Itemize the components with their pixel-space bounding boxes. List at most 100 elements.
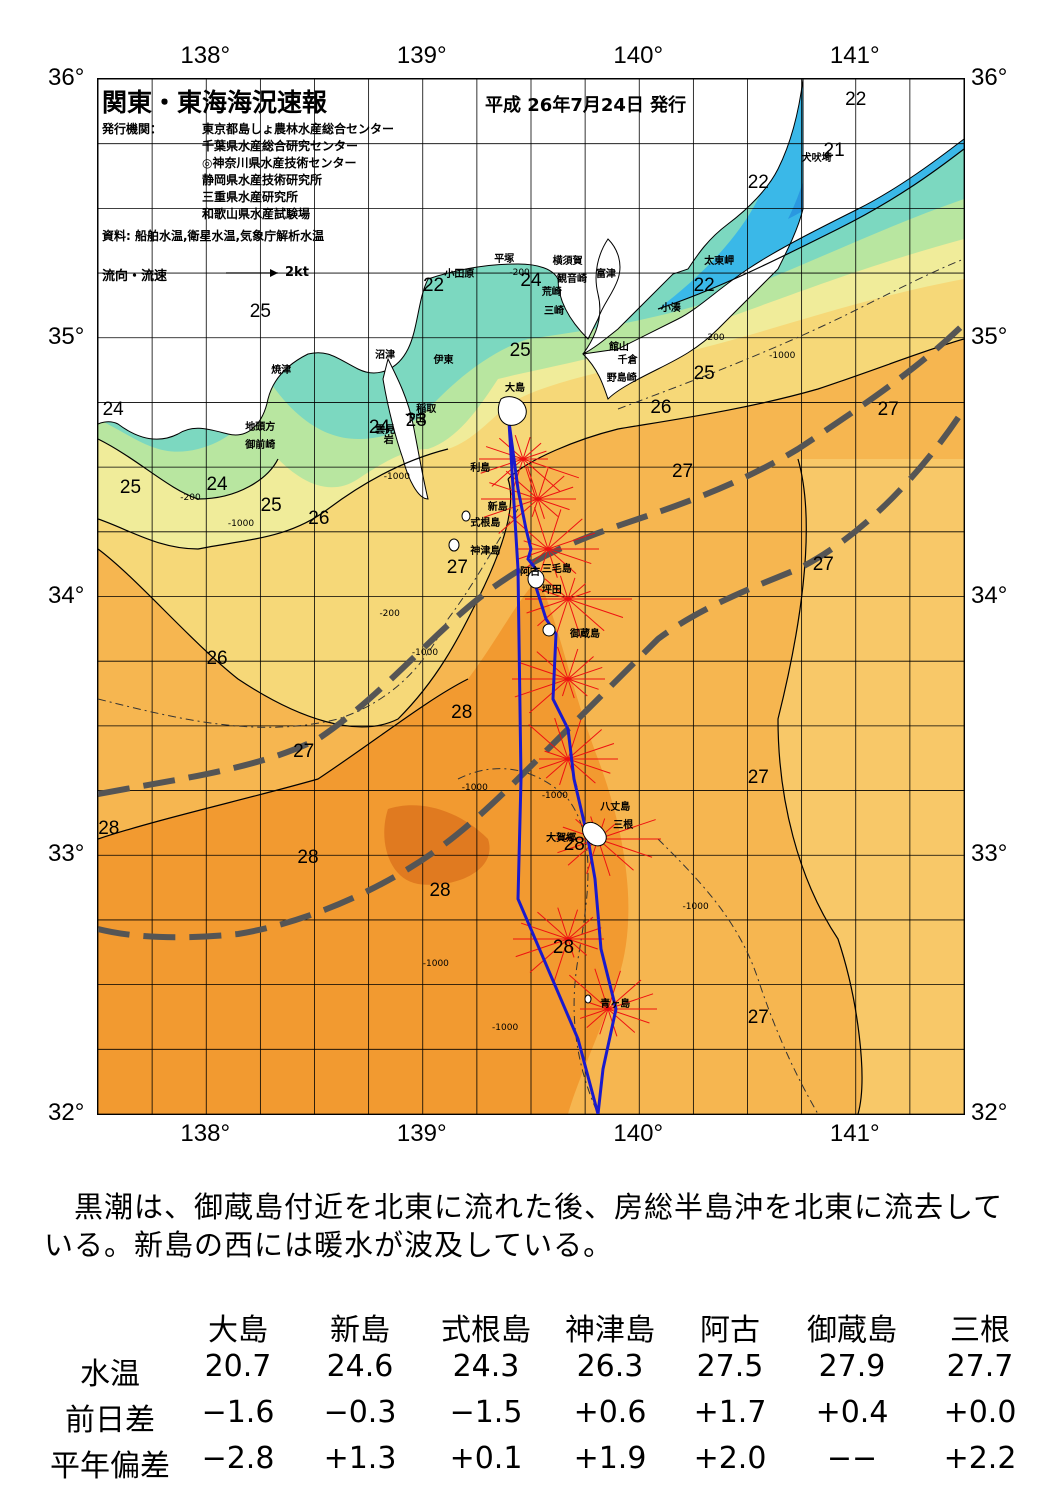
latitude-label-left: 32° xyxy=(48,1099,85,1126)
isotherm-label: 25 xyxy=(119,476,142,498)
isotherm-label: 28 xyxy=(98,818,120,840)
table-cell: 24.3 xyxy=(452,1349,520,1384)
current-vector xyxy=(537,468,549,500)
aogashima xyxy=(584,994,592,1004)
isotherm-label: 27 xyxy=(877,399,899,421)
depth-label: -1000 xyxy=(383,472,410,483)
isotherm-label: 28 xyxy=(552,937,575,959)
current-vector xyxy=(522,450,547,460)
isotherm-label: 24 xyxy=(368,417,391,439)
longitude-label-bottom: 138° xyxy=(180,1120,231,1147)
current-vector xyxy=(554,717,569,760)
place-name: 地頭方 xyxy=(245,421,276,433)
current-vector xyxy=(579,1008,609,1019)
latitude-label-right: 32° xyxy=(971,1099,1008,1126)
agency-name: 静岡県水産技術研究所 xyxy=(202,173,323,187)
land-boso xyxy=(581,79,964,400)
place-name: 千倉 xyxy=(617,354,638,366)
izu-oshima xyxy=(497,396,527,426)
current-vector xyxy=(514,678,569,698)
current-vector xyxy=(567,938,575,958)
current-vector xyxy=(567,938,598,950)
sea-27-east xyxy=(778,459,964,1114)
place-name: 式根島 xyxy=(470,517,501,529)
current-vector xyxy=(567,583,586,600)
place-name: 三毛島 xyxy=(541,564,572,576)
legend-label: 流向・流速 xyxy=(102,269,168,284)
table-column-header: 新島 xyxy=(330,1313,390,1348)
table-cell: +2.0 xyxy=(693,1441,767,1476)
agency-name: 東京都島しょ農林水産総合センター xyxy=(202,122,395,136)
depth-label: -1000 xyxy=(227,518,255,529)
place-name: 雲見 xyxy=(375,424,396,436)
isotherm-label: 26 xyxy=(308,507,330,529)
lat-lon-grid xyxy=(98,79,964,1114)
place-name: 沼津 xyxy=(375,349,396,361)
current-vector xyxy=(539,758,569,770)
current-vector xyxy=(567,577,576,600)
table-cell: +1.7 xyxy=(693,1395,767,1430)
sea-temperature-map: 関東・東海海況速報 平成 26年7月24日 発行 発行機関： 東京都島しょ農林水… xyxy=(97,78,965,1115)
isotherm-label: 23 xyxy=(405,409,427,431)
current-vector xyxy=(498,498,539,534)
longitude-label-bottom: 140° xyxy=(613,1120,664,1147)
longitude-label-top: 141° xyxy=(829,42,880,69)
current-vector xyxy=(567,743,615,760)
current-vector xyxy=(559,575,569,600)
current-vector xyxy=(529,938,569,973)
place-name: 坪田 xyxy=(541,584,562,596)
place-name: 小田原 xyxy=(444,269,475,281)
isotherm-label: 22 xyxy=(845,88,867,110)
table-cell: +1.9 xyxy=(573,1441,647,1476)
place-name: 小湊 xyxy=(660,302,681,314)
table-column-header: 神津島 xyxy=(565,1313,655,1348)
current-vector xyxy=(522,458,580,479)
summary-text: 黒潮は、御蔵島付近を北東に流れた後、房総半島沖を北東に流去している。新島の西には… xyxy=(44,1190,1004,1262)
current-vector xyxy=(567,938,588,956)
place-name: 富津 xyxy=(595,269,616,281)
table-cell: +0.4 xyxy=(815,1395,889,1430)
current-vector xyxy=(547,509,562,550)
current-vector xyxy=(523,540,549,550)
current-vector xyxy=(607,1008,636,1033)
current-vector xyxy=(553,938,569,983)
isotherm-label: 25 xyxy=(249,300,271,322)
isotherm-label: 24 xyxy=(520,269,542,291)
place-name: 岩 xyxy=(383,434,394,446)
place-name: 青ヶ島 xyxy=(600,998,631,1010)
table-cell: +0.6 xyxy=(573,1395,647,1430)
depth-label: -200 xyxy=(509,267,530,278)
place-name: 稲取 xyxy=(416,403,437,415)
current-vector xyxy=(547,548,558,578)
depth-label: -200 xyxy=(180,493,201,503)
current-vector xyxy=(567,916,594,940)
place-name: 太東岬 xyxy=(704,256,735,268)
current-vector xyxy=(536,651,569,680)
agency-list: 東京都島しょ農林水産総合センター 千葉県水産総合研究センター ◎神奈川県水産技術セン… xyxy=(202,121,394,223)
current-vector xyxy=(567,729,602,760)
current-vector xyxy=(537,475,565,500)
current-vector xyxy=(599,1008,609,1035)
isotherm-lines xyxy=(98,148,964,1114)
current-vector xyxy=(528,724,569,760)
kozushima xyxy=(448,538,460,552)
latitude-label-right: 33° xyxy=(971,840,1008,868)
isotherm-label: 22 xyxy=(693,275,715,296)
current-vector xyxy=(567,666,603,680)
place-name: 大島 xyxy=(505,383,526,395)
current-vector xyxy=(561,678,569,697)
place-name: 神津島 xyxy=(470,546,501,558)
current-vector xyxy=(547,532,596,550)
agency-name: 千葉県水産総合研究センター xyxy=(202,139,359,153)
current-vector xyxy=(567,598,605,632)
current-vector xyxy=(544,578,569,600)
latitude-label-left: 34° xyxy=(48,581,85,609)
current-vector xyxy=(569,974,609,1010)
bathymetry-lines xyxy=(98,258,964,1114)
longitude-label-top: 139° xyxy=(396,42,447,69)
kuroshio-axis xyxy=(98,321,964,941)
land-izu xyxy=(382,357,429,500)
place-name: 下田 xyxy=(405,414,426,426)
current-vector xyxy=(607,970,621,1010)
place-name: 荒崎 xyxy=(541,287,562,299)
